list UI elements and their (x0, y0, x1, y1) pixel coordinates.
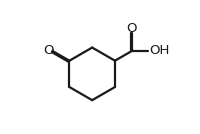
Text: O: O (43, 44, 54, 57)
Text: OH: OH (149, 44, 170, 57)
Text: O: O (127, 22, 137, 35)
